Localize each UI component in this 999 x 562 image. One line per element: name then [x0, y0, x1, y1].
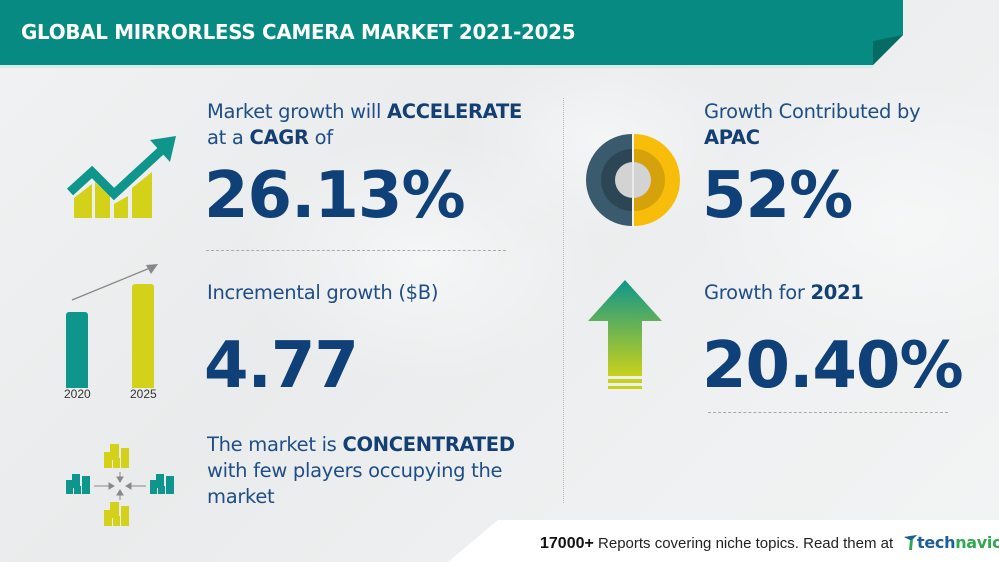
half-donut-icon [586, 133, 680, 227]
vertical-divider [563, 98, 564, 503]
horizontal-divider-right [708, 412, 948, 413]
brand-navio: navio [955, 533, 999, 552]
page-title: GLOBAL MIRRORLESS CAMERA MARKET 2021-202… [21, 20, 576, 44]
concentration-prefix: The market is [207, 433, 343, 456]
cagr-label-line2-prefix: at a [207, 126, 250, 149]
cagr-label-line2-suffix: of [308, 126, 334, 149]
yoy-label-prefix: Growth for [704, 281, 811, 304]
cagr-label: Market growth will ACCELERATE at a CAGR … [207, 99, 522, 151]
footer-text: 17000+ Reports covering niche topics. Re… [540, 535, 893, 553]
footer-message: Reports covering niche topics. Read them… [598, 535, 894, 552]
report-count: 17000+ [540, 535, 594, 552]
up-arrow-gradient-icon [588, 280, 662, 389]
header-underline [0, 65, 873, 68]
region-label-emphasis: APAC [704, 126, 760, 149]
footer-bar [448, 520, 999, 562]
buildings-converging-icon [66, 444, 174, 526]
bar-2020 [66, 312, 88, 388]
region-label-line1: Growth Contributed by [704, 100, 921, 123]
bar-label-2025: 2025 [130, 387, 157, 401]
incremental-value: 4.77 [204, 329, 359, 403]
technavio-logo-icon [904, 535, 917, 550]
concentration-line2: with few players occupying the [207, 459, 503, 482]
cagr-label-prefix: Market growth will [207, 100, 387, 123]
cagr-value: 26.13% [204, 159, 466, 233]
cagr-label-line2-emphasis: CAGR [249, 126, 309, 149]
trend-arrow-icon [71, 264, 158, 301]
yoy-value: 20.40% [702, 329, 964, 403]
concentration-emphasis: CONCENTRATED [342, 433, 515, 456]
region-label: Growth Contributed by APAC [704, 99, 921, 151]
yoy-label-emphasis: 2021 [810, 281, 864, 304]
region-value: 52% [702, 159, 853, 233]
cagr-label-emphasis: ACCELERATE [386, 100, 522, 123]
horizontal-divider-left [206, 250, 506, 251]
growth-chart-arrow-icon [66, 136, 176, 218]
bar-2025 [132, 284, 154, 388]
incremental-label: Incremental growth ($B) [207, 281, 439, 304]
bar-comparison-icon: 2020 2025 [60, 262, 160, 402]
yoy-label: Growth for 2021 [704, 280, 864, 306]
technavio-logo[interactable]: technavio [904, 533, 999, 552]
bar-label-2020: 2020 [64, 387, 91, 401]
concentration-label: The market is CONCENTRATED with few play… [207, 432, 515, 510]
concentration-line3: market [207, 485, 275, 508]
brand-tech: tech [917, 533, 956, 552]
header-banner [0, 0, 903, 65]
